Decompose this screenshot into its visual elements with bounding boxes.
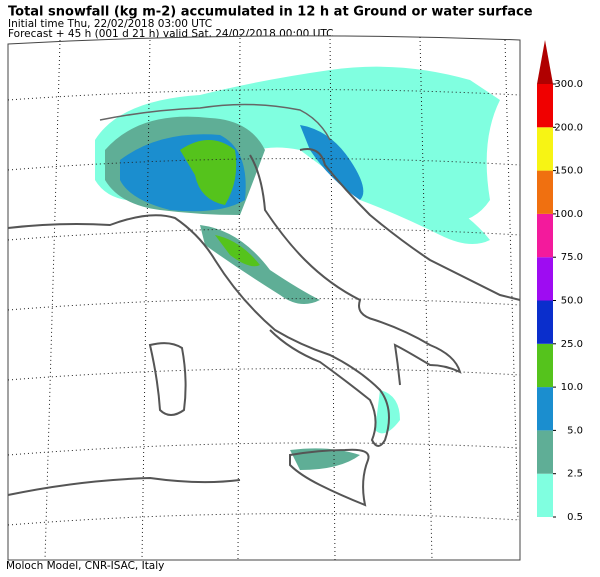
- grid-line: [44, 33, 519, 561]
- colorbar-label: 5.0: [567, 425, 583, 436]
- colorbar-label: 300.0: [554, 79, 583, 90]
- snow-area: [290, 448, 360, 470]
- grid-line: [7, 89, 521, 526]
- snow-area: [330, 150, 490, 244]
- colorbar-label: 150.0: [554, 166, 583, 177]
- colorbar-band: [537, 430, 553, 474]
- colorbar-band: [537, 213, 553, 258]
- colorbar-label: 75.0: [561, 252, 583, 263]
- coastline: [299, 148, 521, 301]
- colorbar-band: [537, 343, 553, 388]
- colorbar-band: [537, 170, 553, 214]
- colorbar-band: [537, 473, 553, 517]
- colorbar-label: 200.0: [554, 122, 583, 133]
- colorbar-band: [537, 127, 553, 171]
- footer: Moloch Model, CNR-ISAC, Italy: [6, 560, 164, 572]
- coastline: [249, 154, 462, 386]
- colorbar: 0.5 2.5 5.0 10.0 25.0 50.0 75.0 100.0 150.0 200.0…: [537, 40, 583, 523]
- initial-time: Initial time Thu, 22/02/2018 03:00 UTC: [8, 18, 212, 30]
- colorbar-extension: [537, 40, 553, 84]
- snow-area: [180, 140, 237, 205]
- colorbar-band: [537, 257, 553, 301]
- snow-area: [300, 125, 364, 200]
- coastline: [289, 448, 370, 507]
- coastline: [7, 476, 241, 496]
- colorbar-label: 10.0: [561, 382, 583, 393]
- border: [99, 103, 331, 141]
- colorbar-band: [537, 387, 553, 431]
- colorbar-label: 2.5: [567, 469, 583, 480]
- title: Total snowfall (kg m-2) accumulated in 1…: [8, 5, 533, 20]
- map: [7, 33, 521, 561]
- colorbar-band: [537, 300, 553, 344]
- coastline: [148, 342, 187, 416]
- snow-area: [375, 390, 400, 434]
- colorbar-label: 100.0: [554, 209, 583, 220]
- snow-area: [215, 235, 260, 267]
- colorbar-label: 50.0: [561, 296, 583, 307]
- coastline: [7, 214, 390, 447]
- colorbar-label: 25.0: [561, 339, 583, 350]
- colorbar-label: 0.5: [567, 512, 583, 523]
- colorbar-band: [537, 84, 553, 128]
